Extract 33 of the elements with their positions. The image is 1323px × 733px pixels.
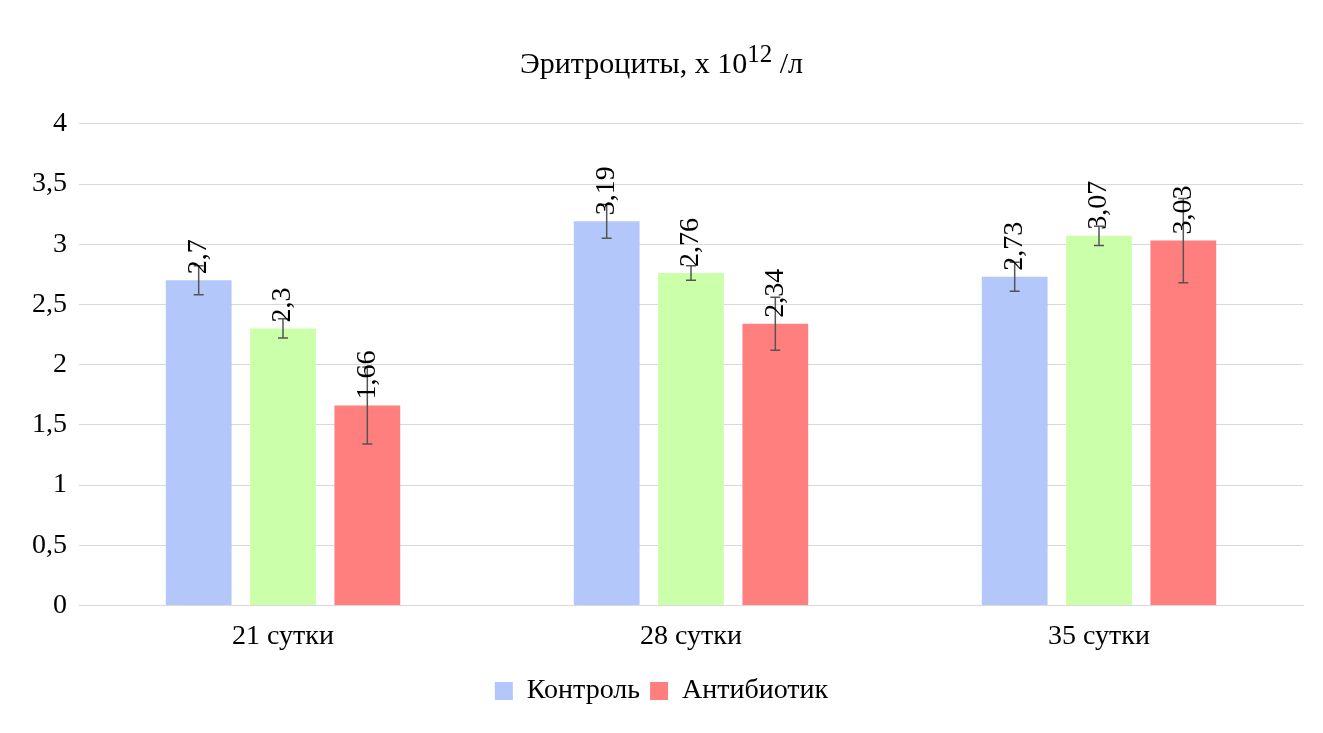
y-tick-label: 2,5 xyxy=(32,286,67,318)
y-tick-label: 3 xyxy=(53,226,67,258)
bar xyxy=(165,280,232,605)
legend-label: Антибиотик xyxy=(682,673,829,705)
y-tick-label: 0,5 xyxy=(32,527,67,559)
data-label: 2,73 xyxy=(997,221,1029,271)
bar xyxy=(1066,235,1132,605)
bar xyxy=(981,276,1048,605)
bar xyxy=(1150,240,1217,605)
y-tick-label: 3,5 xyxy=(32,166,67,198)
data-label: 1,66 xyxy=(349,350,381,400)
legend-label: Контроль xyxy=(526,673,641,705)
data-label: 2,3 xyxy=(265,287,297,323)
x-tick-label: 35 сутки xyxy=(1048,618,1150,650)
y-tick-label: 4 xyxy=(53,106,67,138)
data-label: 3,07 xyxy=(1081,180,1113,230)
y-tick-label: 2 xyxy=(53,346,67,378)
x-tick-label: 21 сутки xyxy=(232,618,334,650)
bar xyxy=(742,323,809,605)
x-tick-label: 28 сутки xyxy=(640,618,742,650)
y-tick-label: 1 xyxy=(53,467,67,499)
data-label: 2,76 xyxy=(673,218,705,268)
data-label: 3,19 xyxy=(589,166,621,216)
bar xyxy=(573,221,640,605)
bar xyxy=(658,273,724,605)
data-label: 3,03 xyxy=(1165,185,1197,235)
bar xyxy=(250,328,316,605)
y-tick-label: 0 xyxy=(53,587,67,619)
y-tick-label: 1,5 xyxy=(32,407,67,439)
data-label: 2,7 xyxy=(181,239,213,275)
chart-title: Эритроциты, х 10$^{12}$ /л xyxy=(519,40,804,80)
bar xyxy=(334,405,401,605)
data-label: 2,34 xyxy=(757,268,789,318)
